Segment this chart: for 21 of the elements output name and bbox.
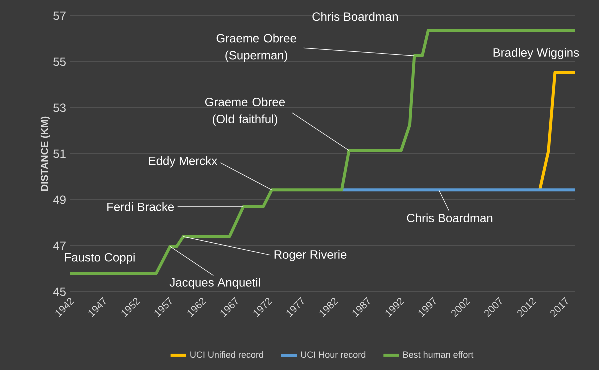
legend-label: UCI Hour record (301, 351, 366, 358)
annotation: Chris Boardman (407, 214, 493, 223)
annotation: Roger Riverie (274, 250, 347, 262)
legend-label: UCI Unified record (190, 351, 264, 358)
annotation: Fausto Coppi (65, 253, 135, 264)
y-tick-label: 49 (53, 196, 66, 204)
annotation: Chris Boardman (312, 12, 398, 22)
y-tick-label: 55 (54, 58, 66, 66)
annotation: Graeme Obree (Superman) (216, 34, 296, 62)
annotation: Jacques Anquetil (170, 278, 260, 290)
y-axis-title: DISTANCE (KM) (40, 116, 50, 192)
y-tick-label: 45 (53, 288, 66, 296)
annotation: Ferdi Bracke (108, 202, 174, 212)
legend-label: Best human effort (404, 351, 474, 358)
y-tick-label: 57 (54, 12, 66, 20)
annotation: Graeme Obree (Old faithful) (205, 98, 286, 126)
y-tick-label: 53 (54, 104, 66, 112)
annotation: Bradley Wiggins (494, 48, 580, 60)
y-tick-label: 51 (54, 150, 66, 158)
y-tick-label: 47 (53, 242, 66, 250)
annotation: Eddy Merckx (149, 156, 218, 168)
